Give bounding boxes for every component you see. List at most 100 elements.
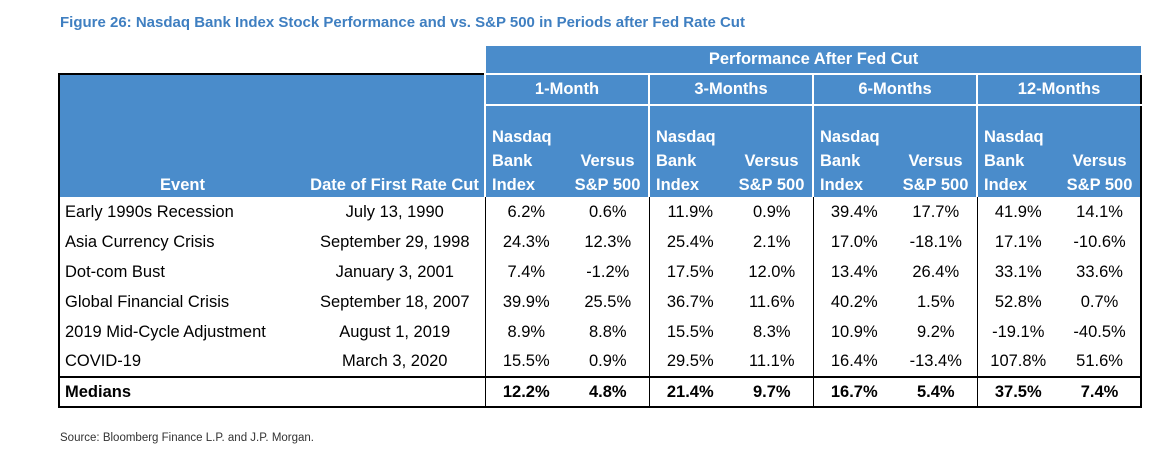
versus-value-cell: 0.6% bbox=[588, 202, 627, 221]
index-value-cell: 15.5% bbox=[484, 347, 567, 377]
event-cell: Asia Currency Crisis bbox=[58, 227, 305, 257]
index-header-line: Index bbox=[820, 176, 864, 194]
versus-value-cell: -18.1% bbox=[909, 232, 962, 251]
versus-header-line: Versus bbox=[744, 152, 799, 170]
index-header-line: Nasdaq bbox=[984, 128, 1044, 146]
medians-row: Medians 12.2% 4.8% 21.4% 9.7% 16.7% 5.4% 37.5% 7… bbox=[58, 376, 1143, 408]
versus-value-cell: -40.5% bbox=[1059, 317, 1143, 347]
versus-value-cell: 8.8% bbox=[588, 322, 627, 341]
period-header-6m: 6-Months bbox=[812, 74, 977, 106]
date-cell: August 1, 2019 bbox=[339, 322, 451, 341]
versus-value-cell: 8.3% bbox=[752, 322, 791, 341]
performance-table: Performance After Fed Cut 1-Month 3-Mont… bbox=[58, 46, 1143, 408]
index-header-line: Index bbox=[984, 176, 1028, 194]
index-value-cell: 16.7% bbox=[812, 376, 895, 408]
column-header-event: Event bbox=[58, 105, 305, 197]
event-cell: COVID-19 bbox=[58, 347, 305, 377]
index-value-cell: 21.4% bbox=[648, 376, 731, 408]
source-note: Source: Bloomberg Finance L.P. and J.P. … bbox=[60, 432, 315, 444]
index-value-cell: 13.4% bbox=[812, 257, 895, 287]
column-header-versus-12m: Versus S&P 500 bbox=[1059, 105, 1143, 197]
index-value-cell: 33.1% bbox=[976, 257, 1059, 287]
table-row: Early 1990s Recession July 13, 1990 6.2% 0.… bbox=[58, 197, 1143, 227]
index-value-cell: 8.9% bbox=[484, 317, 567, 347]
column-header-versus-1m: Versus S&P 500 bbox=[567, 105, 649, 197]
index-value-cell: 12.2% bbox=[484, 376, 567, 408]
group-header: Performance After Fed Cut bbox=[483, 46, 1142, 75]
table-row: Asia Currency Crisis September 29, 1998 24… bbox=[58, 227, 1143, 257]
index-value-cell: 41.9% bbox=[976, 197, 1059, 227]
column-header-index-6m: Nasdaq Bank Index bbox=[812, 105, 895, 197]
versus-value-cell: 7.4% bbox=[1059, 376, 1143, 408]
header-spacer bbox=[59, 46, 485, 74]
versus-value-cell: 2.1% bbox=[752, 232, 791, 251]
index-header-line: Nasdaq bbox=[820, 128, 880, 146]
versus-value-cell: -1.2% bbox=[586, 262, 630, 281]
date-cell: January 3, 2001 bbox=[335, 262, 454, 281]
versus-value-cell: 1.5% bbox=[916, 292, 955, 311]
index-header-line: Nasdaq bbox=[492, 128, 552, 146]
versus-value-cell: 25.5% bbox=[584, 292, 632, 311]
column-header-versus-3m: Versus S&P 500 bbox=[731, 105, 813, 197]
date-cell: July 13, 1990 bbox=[345, 202, 444, 221]
index-value-cell: 24.3% bbox=[484, 227, 567, 257]
date-cell: September 29, 1998 bbox=[319, 232, 470, 251]
versus-value-cell: -10.6% bbox=[1059, 227, 1143, 257]
versus-value-cell: 4.8% bbox=[567, 376, 649, 408]
index-value-cell: 10.9% bbox=[812, 317, 895, 347]
index-value-cell: 17.5% bbox=[648, 257, 731, 287]
event-cell: Dot-com Bust bbox=[58, 257, 305, 287]
medians-label: Medians bbox=[58, 376, 305, 408]
index-value-cell: 39.4% bbox=[812, 197, 895, 227]
period-header-12m: 12-Months bbox=[975, 74, 1143, 106]
index-value-cell: 17.1% bbox=[976, 227, 1059, 257]
table-row: Dot-com Bust January 3, 2001 7.4% -1.2% 17.5… bbox=[58, 257, 1143, 287]
versus-value-cell: 14.1% bbox=[1059, 197, 1143, 227]
index-value-cell: 15.5% bbox=[648, 317, 731, 347]
column-header-index-3m: Nasdaq Bank Index bbox=[648, 105, 731, 197]
versus-header-line: Versus bbox=[908, 152, 963, 170]
table-row: COVID-19 March 3, 2020 15.5% 0.9% 29.5% 11.1%… bbox=[58, 347, 1143, 377]
index-value-cell: 37.5% bbox=[976, 376, 1059, 408]
versus-value-cell: 12.3% bbox=[584, 232, 632, 251]
versus-header-line: Versus bbox=[580, 152, 635, 170]
versus-value-cell: 33.6% bbox=[1059, 257, 1143, 287]
medians-date-blank bbox=[305, 376, 485, 408]
event-cell: Global Financial Crisis bbox=[58, 287, 305, 317]
versus-header-line: S&P 500 bbox=[1066, 176, 1133, 194]
date-cell: September 18, 2007 bbox=[319, 292, 470, 311]
index-value-cell: 36.7% bbox=[648, 287, 731, 317]
index-value-cell: 107.8% bbox=[976, 347, 1059, 377]
index-header-line: Bank bbox=[492, 152, 533, 170]
versus-value-cell: 11.1% bbox=[748, 352, 795, 370]
index-header-line: Bank bbox=[656, 152, 697, 170]
column-header-versus-6m: Versus S&P 500 bbox=[895, 105, 977, 197]
versus-header-line: S&P 500 bbox=[902, 176, 969, 194]
index-header-line: Bank bbox=[984, 152, 1025, 170]
period-header-3m: 3-Months bbox=[648, 74, 813, 106]
index-header-line: Index bbox=[492, 176, 536, 194]
column-header-index-1m: Nasdaq Bank Index bbox=[484, 105, 567, 197]
versus-value-cell: -13.4% bbox=[909, 352, 962, 370]
versus-value-cell: 5.4% bbox=[895, 376, 977, 408]
index-header-line: Bank bbox=[820, 152, 861, 170]
index-value-cell: 25.4% bbox=[648, 227, 731, 257]
versus-header-line: Versus bbox=[1072, 152, 1127, 170]
figure-title: Figure 26: Nasdaq Bank Index Stock Perfo… bbox=[60, 14, 745, 31]
index-header-line: Index bbox=[656, 176, 700, 194]
column-header-index-12m: Nasdaq Bank Index bbox=[976, 105, 1059, 197]
column-header-date: Date of First Rate Cut bbox=[305, 105, 485, 197]
index-value-cell: 17.0% bbox=[812, 227, 895, 257]
versus-value-cell: 17.7% bbox=[912, 202, 960, 221]
index-value-cell: 7.4% bbox=[484, 257, 567, 287]
versus-header-line: S&P 500 bbox=[574, 176, 641, 194]
versus-value-cell: 26.4% bbox=[912, 262, 960, 281]
table-row: Global Financial Crisis September 18, 200… bbox=[58, 287, 1143, 317]
versus-value-cell: 51.6% bbox=[1059, 347, 1143, 377]
index-value-cell: 40.2% bbox=[812, 287, 895, 317]
index-value-cell: 39.9% bbox=[484, 287, 567, 317]
index-value-cell: 6.2% bbox=[484, 197, 567, 227]
index-value-cell: -19.1% bbox=[976, 317, 1059, 347]
index-value-cell: 11.9% bbox=[648, 197, 731, 227]
index-value-cell: 16.4% bbox=[812, 347, 895, 377]
